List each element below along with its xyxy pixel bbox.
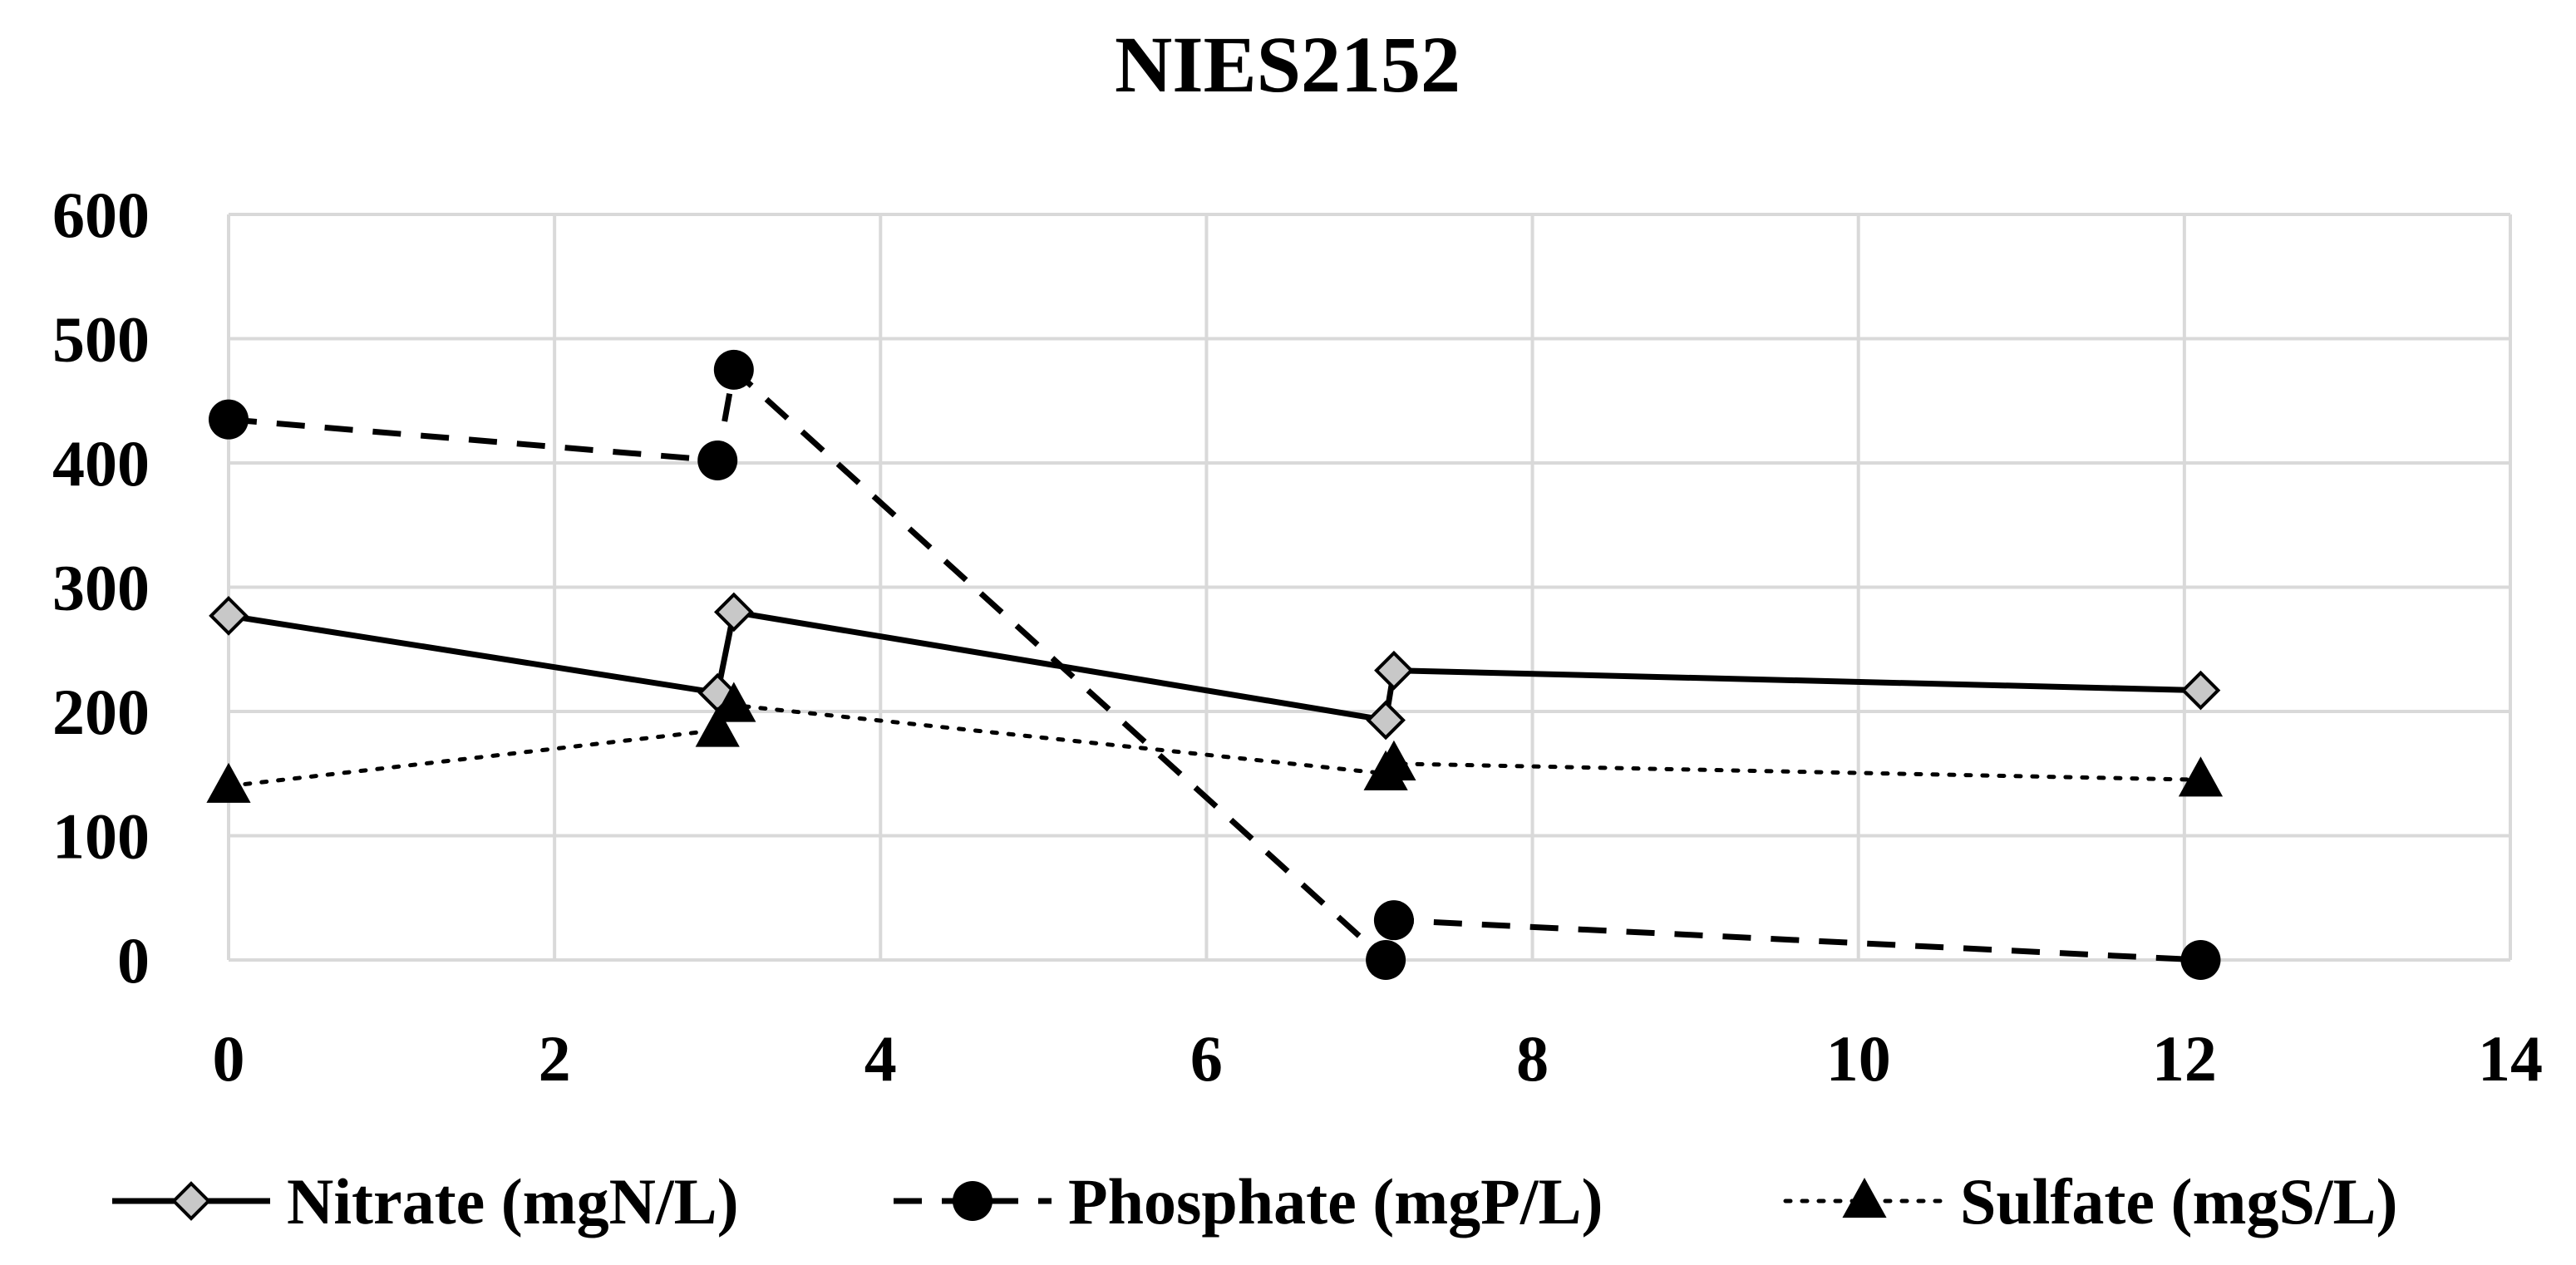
data-point — [209, 399, 249, 440]
series-layer — [206, 349, 2224, 980]
legend-marker — [1842, 1178, 1887, 1218]
data-point — [1374, 650, 1414, 691]
legend-marker — [171, 1181, 211, 1221]
data-point — [712, 682, 756, 722]
x-tick-label: 0 — [213, 1022, 245, 1095]
legend-item: Nitrate (mgN/L) — [112, 1165, 739, 1238]
legend-label: Nitrate (mgN/L) — [287, 1165, 739, 1238]
x-tick-label: 8 — [1516, 1022, 1549, 1095]
data-point — [713, 592, 754, 632]
data-point — [695, 706, 740, 747]
data-point — [2180, 670, 2221, 711]
y-tick-label: 100 — [52, 800, 150, 873]
series-1 — [209, 349, 2221, 980]
data-point — [1372, 740, 1416, 780]
legend-item: Sulfate (mgS/L) — [1783, 1165, 2398, 1238]
data-point — [209, 596, 249, 636]
x-tick-label: 4 — [864, 1022, 897, 1095]
chart-title: NIES2152 — [1115, 20, 1460, 109]
legend-label: Sulfate (mgS/L) — [1960, 1165, 2398, 1238]
data-point — [1366, 940, 1406, 980]
data-point — [206, 762, 251, 803]
y-tick-label: 500 — [52, 303, 150, 376]
data-point — [2180, 940, 2221, 980]
x-tick-label: 10 — [1826, 1022, 1891, 1095]
data-point — [2178, 756, 2224, 797]
y-tick-label: 300 — [52, 552, 150, 624]
series-line — [228, 367, 2201, 963]
series-0 — [209, 592, 2221, 741]
data-point — [1373, 900, 1414, 941]
grid — [227, 213, 2512, 962]
x-tick-label: 14 — [2478, 1022, 2543, 1095]
data-point — [1366, 700, 1406, 741]
y-tick-label: 600 — [52, 179, 150, 251]
legend-marker — [953, 1181, 992, 1221]
x-tick-label: 2 — [539, 1022, 571, 1095]
series-2 — [206, 682, 2224, 803]
y-tick-label: 400 — [52, 427, 150, 500]
data-point — [713, 349, 754, 390]
legend: Nitrate (mgN/L) Phosphate (mgP/L) Sulfate … — [112, 1165, 2398, 1238]
data-point — [697, 441, 738, 481]
series-line — [228, 608, 2201, 723]
y-tick-label: 200 — [52, 676, 150, 748]
x-tick-label: 6 — [1190, 1022, 1223, 1095]
legend-item: Phosphate (mgP/L) — [894, 1165, 1603, 1238]
x-axis-ticks: 0 2 4 6 8 10 12 14 — [213, 1022, 2544, 1095]
x-tick-label: 12 — [2152, 1022, 2217, 1095]
y-axis-ticks: 0 100 200 300 400 500 600 — [52, 179, 150, 997]
series-line — [226, 703, 2203, 789]
legend-label: Phosphate (mgP/L) — [1068, 1165, 1603, 1238]
y-tick-label: 0 — [117, 924, 150, 997]
